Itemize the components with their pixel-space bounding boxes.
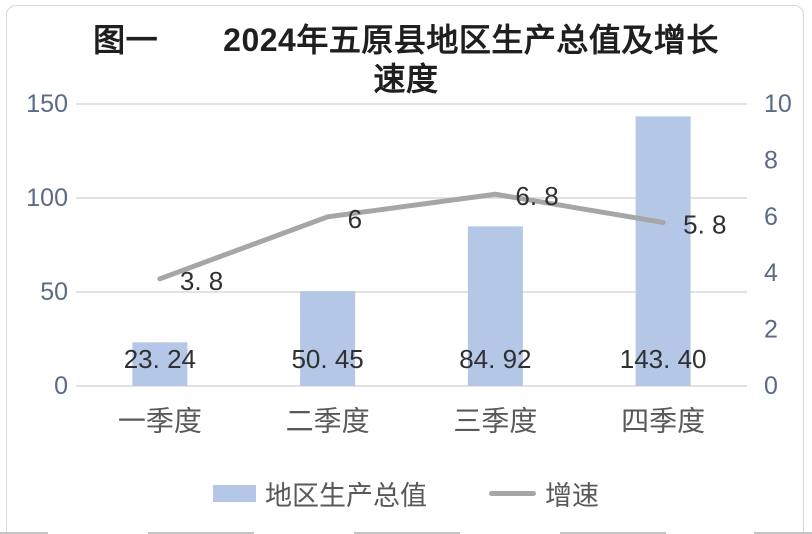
right-axis-tick-label: 10 xyxy=(764,90,792,118)
gdp-bar xyxy=(467,226,523,386)
legend-bar-swatch-icon xyxy=(213,484,256,502)
x-category-label: 三季度 xyxy=(453,406,537,437)
line-value-label: 6 xyxy=(348,204,362,234)
line-value-label: 6. 8 xyxy=(515,181,558,211)
legend-line-label: 增速 xyxy=(545,480,599,511)
right-axis-tick-label: 4 xyxy=(764,259,778,287)
right-axis-tick-label: 0 xyxy=(764,372,778,400)
x-category-label: 四季度 xyxy=(621,406,705,437)
line-value-label: 5. 8 xyxy=(683,209,726,239)
gdp-bar xyxy=(132,342,188,386)
right-axis-tick-label: 2 xyxy=(764,316,778,344)
bar-value-label: 50. 45 xyxy=(291,344,363,374)
bar-value-label: 23. 24 xyxy=(124,344,196,374)
left-axis-tick-label: 50 xyxy=(40,278,68,306)
legend-bar-label: 地区生产总值 xyxy=(265,480,427,511)
growth-line xyxy=(157,191,666,282)
gdp-bar xyxy=(635,116,691,387)
legend-line-swatch-icon xyxy=(489,490,536,496)
left-axis-tick-label: 100 xyxy=(26,184,68,212)
chart-title-line-2: 速度 xyxy=(373,61,439,97)
x-category-label: 二季度 xyxy=(286,406,370,437)
bar-value-label: 143. 40 xyxy=(620,344,707,374)
left-axis-tick-label: 150 xyxy=(26,90,68,118)
x-category-label: 一季度 xyxy=(118,406,202,437)
bar-value-label: 84. 92 xyxy=(459,344,531,374)
legend: 地区生产总值 增速 xyxy=(0,474,812,513)
legend-item-gdp: 地区生产总值 xyxy=(213,474,427,513)
chart-title: 图一 2024年五原县地区生产总值及增长 速度 xyxy=(0,21,812,99)
line-value-label: 3. 8 xyxy=(180,266,223,296)
left-axis-tick-label: 0 xyxy=(54,372,68,400)
right-axis-tick-label: 8 xyxy=(764,146,778,174)
legend-item-growth: 增速 xyxy=(489,474,599,513)
chart-title-line-1: 图一 2024年五原县地区生产总值及增长 xyxy=(93,22,719,58)
gdp-bar xyxy=(300,291,356,386)
right-axis-tick-label: 6 xyxy=(764,203,778,231)
sheet-gridline-dashes xyxy=(0,532,812,534)
